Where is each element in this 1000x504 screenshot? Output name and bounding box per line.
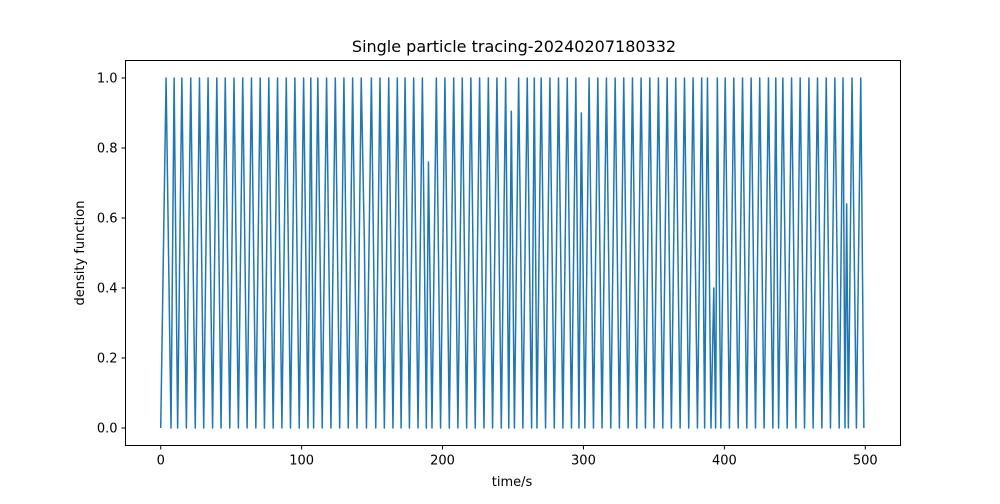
x-tick-label: 0 bbox=[157, 454, 165, 469]
x-axis-ticks: 0 100 200 300 400 500 bbox=[157, 445, 878, 469]
series-line-0 bbox=[159, 77, 865, 429]
y-tick-label: 1.0 bbox=[97, 72, 118, 87]
series-group bbox=[159, 77, 865, 429]
x-tick-label: 200 bbox=[430, 454, 455, 469]
y-axis-ticks: 0.0 0.2 0.4 0.6 0.8 1.0 bbox=[97, 72, 126, 437]
y-tick-label: 0.0 bbox=[97, 422, 118, 437]
y-tick-label: 0.6 bbox=[97, 212, 118, 227]
y-tick-label: 0.2 bbox=[97, 352, 118, 367]
x-tick-label: 500 bbox=[853, 454, 878, 469]
plot-frame bbox=[125, 60, 901, 446]
plot-area bbox=[125, 60, 901, 446]
x-tick-label: 300 bbox=[571, 454, 596, 469]
chart-title: Single particle tracing-20240207180332 bbox=[352, 37, 676, 56]
x-tick-label: 400 bbox=[712, 454, 737, 469]
x-axis-label: time/s bbox=[492, 475, 533, 490]
y-tick-label: 0.4 bbox=[97, 282, 118, 297]
y-tick-label: 0.8 bbox=[97, 142, 118, 157]
y-axis-label: density function bbox=[73, 201, 88, 306]
x-tick-label: 100 bbox=[289, 454, 314, 469]
